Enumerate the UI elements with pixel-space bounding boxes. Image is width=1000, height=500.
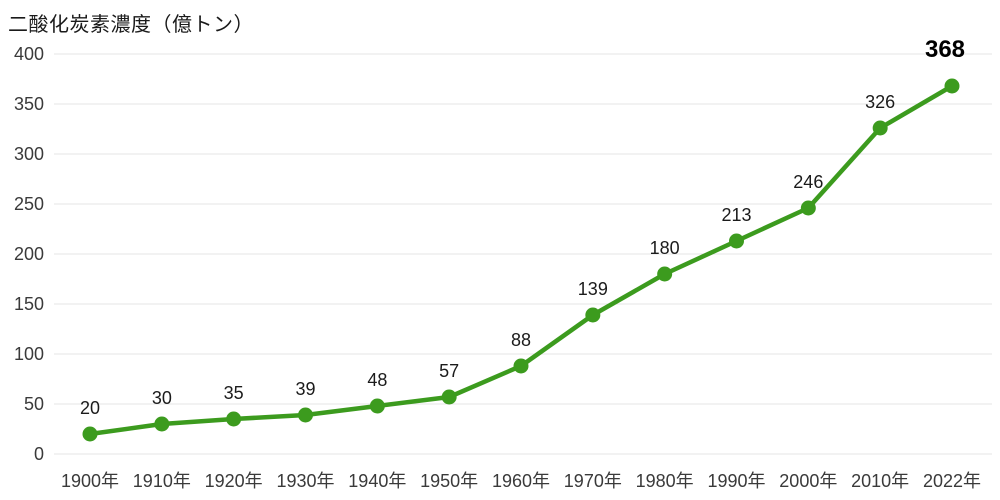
data-point — [441, 389, 457, 405]
x-tick-label: 1990年 — [707, 471, 765, 491]
x-tick-label: 1940年 — [348, 471, 406, 491]
series-line — [87, 83, 955, 437]
x-tick-label: 1930年 — [276, 471, 334, 491]
x-tick-label: 1980年 — [636, 471, 694, 491]
y-tick-label: 150 — [14, 294, 44, 314]
x-tick-label: 1960年 — [492, 471, 550, 491]
data-point — [800, 200, 816, 216]
data-point — [513, 358, 529, 374]
y-tick-label: 100 — [14, 344, 44, 364]
data-point — [729, 233, 744, 249]
x-tick-label: 2000年 — [779, 471, 837, 491]
x-tick-label: 1900年 — [61, 471, 119, 491]
x-tick-label: 1970年 — [564, 471, 622, 491]
data-label: 30 — [152, 388, 172, 408]
y-tick-label: 400 — [14, 44, 44, 64]
y-tick-label: 250 — [14, 194, 44, 214]
data-label: 326 — [865, 92, 895, 112]
data-label: 48 — [367, 370, 387, 390]
data-point — [369, 398, 385, 414]
y-tick-label: 300 — [14, 144, 44, 164]
data-label: 180 — [650, 238, 680, 258]
chart-title: 二酸化炭素濃度（億トン） — [8, 14, 254, 36]
data-point — [298, 407, 313, 423]
x-tick-label: 1920年 — [205, 471, 263, 491]
data-label: 213 — [721, 205, 751, 225]
data-label: 20 — [80, 398, 100, 418]
x-tick-label: 2010年 — [851, 471, 909, 491]
data-point — [82, 426, 98, 442]
data-point — [872, 120, 888, 136]
data-label: 35 — [224, 383, 244, 403]
data-label: 39 — [295, 379, 315, 399]
data-label: 57 — [439, 361, 459, 381]
data-point — [944, 78, 960, 94]
x-tick-label: 2022年 — [923, 471, 981, 491]
y-tick-label: 350 — [14, 94, 44, 114]
data-label-emphasized: 368 — [925, 36, 965, 63]
data-label: 246 — [793, 172, 823, 192]
data-point — [585, 307, 601, 323]
y-tick-label: 0 — [34, 444, 44, 464]
y-tick-label: 200 — [14, 244, 44, 264]
data-point — [657, 266, 673, 282]
data-point — [154, 416, 170, 432]
data-label: 88 — [511, 330, 531, 350]
data-label: 139 — [578, 279, 608, 299]
data-point — [226, 411, 242, 427]
x-tick-label: 1910年 — [133, 471, 191, 491]
y-tick-label: 50 — [24, 394, 44, 414]
x-tick-label: 1950年 — [420, 471, 478, 491]
